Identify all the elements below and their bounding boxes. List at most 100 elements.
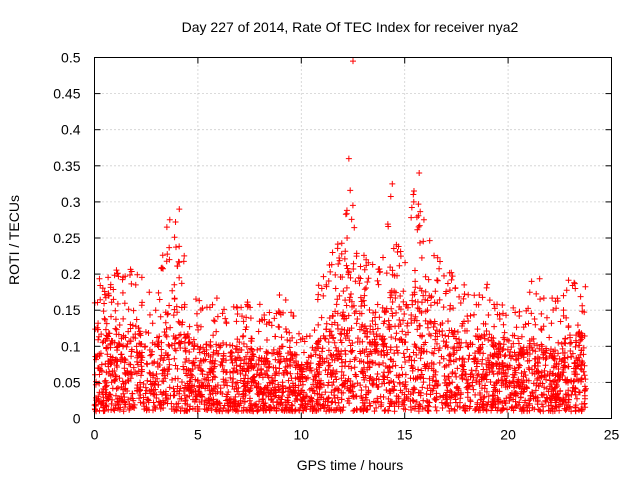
- data-point: [317, 354, 324, 361]
- data-point: [515, 364, 522, 371]
- data-point: [578, 361, 585, 368]
- data-point: [547, 346, 554, 353]
- data-point: [103, 397, 110, 404]
- data-point: [295, 330, 302, 337]
- data-point: [160, 389, 167, 396]
- data-point: [515, 376, 522, 383]
- data-point: [244, 384, 251, 391]
- data-point: [272, 356, 279, 363]
- data-point: [442, 332, 449, 339]
- data-point: [351, 383, 358, 390]
- data-point: [301, 338, 308, 345]
- data-point: [482, 382, 489, 389]
- data-point: [151, 403, 158, 410]
- data-point: [132, 369, 139, 376]
- data-point: [438, 399, 445, 406]
- data-point: [142, 384, 149, 391]
- data-point: [266, 406, 273, 413]
- data-point: [441, 364, 448, 371]
- data-point: [191, 342, 198, 349]
- data-point: [393, 372, 400, 379]
- data-point: [330, 312, 337, 319]
- data-point: [449, 329, 456, 336]
- data-point: [225, 407, 232, 414]
- data-point: [573, 395, 580, 402]
- data-point: [568, 339, 575, 346]
- data-point: [141, 406, 148, 413]
- data-point: [546, 383, 553, 390]
- data-point: [382, 363, 389, 370]
- data-point: [417, 374, 424, 381]
- data-point: [436, 265, 443, 272]
- data-point: [433, 382, 440, 389]
- data-point: [92, 402, 99, 409]
- data-point: [155, 343, 162, 350]
- data-point: [526, 289, 533, 296]
- data-point: [300, 365, 307, 372]
- data-point: [388, 400, 395, 407]
- data-point: [512, 309, 519, 316]
- data-point: [266, 363, 273, 370]
- data-point: [261, 311, 268, 318]
- data-point: [116, 375, 123, 382]
- data-point: [122, 385, 129, 392]
- data-point: [434, 277, 441, 284]
- data-point: [166, 384, 173, 391]
- data-point: [578, 378, 585, 385]
- x-tick-label: 20: [500, 427, 516, 443]
- data-point: [358, 395, 365, 402]
- data-point: [550, 307, 557, 314]
- data-point: [458, 372, 465, 379]
- data-point: [491, 350, 498, 357]
- data-point: [171, 408, 178, 415]
- data-point: [495, 405, 502, 412]
- data-point: [176, 387, 183, 394]
- data-point: [147, 378, 154, 385]
- data-point: [290, 387, 297, 394]
- data-point: [357, 350, 364, 357]
- data-point: [563, 287, 570, 294]
- data-point: [121, 365, 128, 372]
- data-point: [292, 398, 299, 405]
- data-point: [523, 384, 530, 391]
- data-point: [408, 407, 415, 414]
- data-point: [485, 337, 492, 344]
- data-point: [504, 346, 511, 353]
- data-point: [442, 376, 449, 383]
- data-point: [178, 379, 185, 386]
- data-point: [340, 380, 347, 387]
- data-point: [539, 392, 546, 399]
- data-point: [534, 401, 541, 408]
- data-point: [392, 335, 399, 342]
- data-point: [345, 363, 352, 370]
- data-point: [577, 351, 584, 358]
- data-point: [242, 326, 249, 333]
- data-point: [114, 398, 121, 405]
- data-point: [121, 356, 128, 363]
- data-point: [541, 350, 548, 357]
- data-point: [183, 355, 190, 362]
- data-point: [314, 400, 321, 407]
- data-point: [219, 310, 226, 317]
- data-point: [244, 299, 251, 306]
- data-point: [403, 301, 410, 308]
- data-point: [553, 396, 560, 403]
- y-tick-label: 0.4: [61, 122, 81, 138]
- data-point: [155, 381, 162, 388]
- data-point: [562, 407, 569, 414]
- data-point: [171, 340, 178, 347]
- data-point: [334, 310, 341, 317]
- y-tick-label: 0.45: [53, 86, 80, 102]
- data-point: [489, 368, 496, 375]
- data-point: [272, 333, 279, 340]
- data-point: [92, 356, 99, 363]
- data-point: [575, 377, 582, 384]
- data-point: [192, 405, 199, 412]
- data-point: [107, 281, 114, 288]
- data-point: [318, 394, 325, 401]
- data-point: [385, 395, 392, 402]
- data-point: [182, 407, 189, 414]
- data-point: [504, 406, 511, 413]
- data-point: [333, 406, 340, 413]
- data-point: [397, 292, 404, 299]
